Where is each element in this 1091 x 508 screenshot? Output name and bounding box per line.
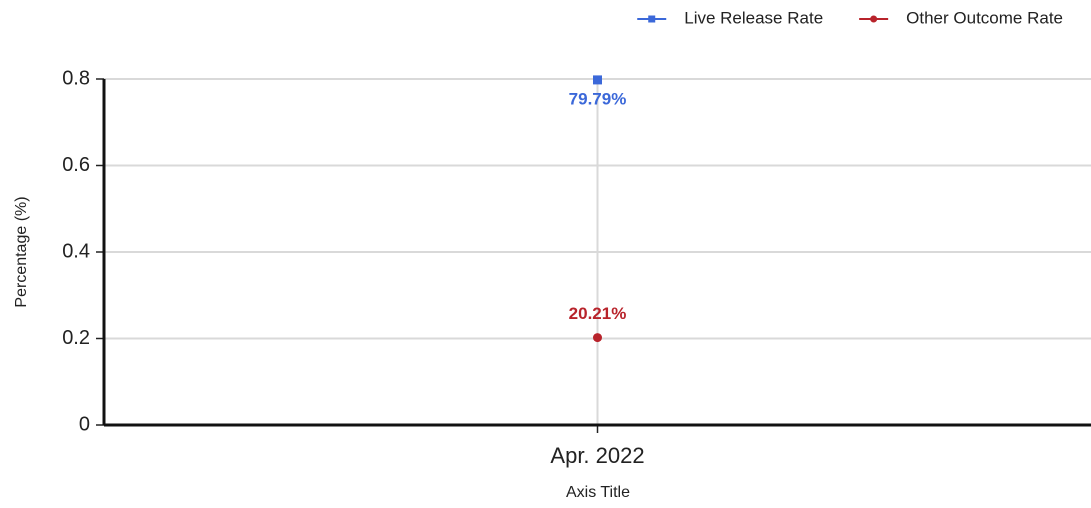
legend-label: Other Outcome Rate (906, 8, 1063, 27)
legend-marker (648, 15, 656, 23)
y-tick-label: 0 (79, 413, 90, 435)
marker (593, 75, 602, 85)
data-label: 20.21% (569, 304, 627, 323)
y-tick-label: 0.4 (62, 240, 90, 262)
x-axis-title: Axis Title (566, 484, 630, 501)
marker (593, 333, 602, 343)
y-axis-title: Percentage (%) (13, 196, 30, 307)
y-tick-label: 0.8 (62, 67, 90, 89)
legend-marker (870, 15, 878, 23)
y-tick-label: 0.2 (62, 327, 90, 349)
x-tick-label: Apr. 2022 (550, 443, 644, 468)
y-tick-label: 0.6 (62, 154, 90, 176)
data-label: 79.79% (569, 89, 627, 108)
legend-label: Live Release Rate (684, 8, 823, 27)
